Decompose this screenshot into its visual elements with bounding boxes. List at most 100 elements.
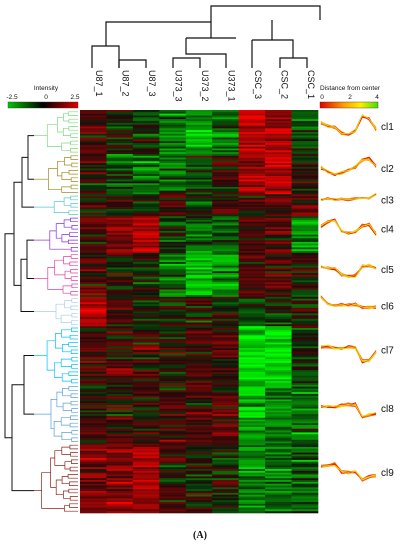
heatmap-cell bbox=[159, 421, 187, 424]
heatmap-cell bbox=[185, 269, 213, 272]
heatmap-cell bbox=[132, 252, 160, 256]
heatmap-cell bbox=[159, 124, 187, 127]
heatmap-cell bbox=[265, 262, 292, 265]
heatmap-cell bbox=[159, 196, 187, 199]
heatmap-cell bbox=[291, 342, 319, 345]
heatmap-cell bbox=[185, 159, 213, 162]
heatmap-cell bbox=[80, 256, 107, 259]
heatmap-cell bbox=[185, 170, 213, 173]
heatmap-cell bbox=[159, 172, 187, 175]
heatmap-cell bbox=[159, 331, 187, 334]
heatmap-cell bbox=[238, 227, 266, 230]
heatmap-cell bbox=[238, 133, 266, 136]
heatmap-cell bbox=[185, 511, 213, 514]
heatmap-cell bbox=[80, 452, 107, 455]
heatmap-cell bbox=[238, 381, 266, 384]
heatmap-cell bbox=[106, 218, 134, 221]
heatmap-cell bbox=[106, 192, 134, 195]
heatmap-cell bbox=[212, 377, 239, 380]
heatmap-cell bbox=[185, 447, 213, 450]
heatmap-cell bbox=[185, 306, 213, 309]
heatmap-cell bbox=[265, 390, 292, 393]
heatmap-cell bbox=[106, 155, 134, 158]
heatmap-cell bbox=[291, 404, 319, 408]
heatmap-cell bbox=[265, 219, 292, 223]
heatmap-cell bbox=[291, 505, 319, 508]
heatmap-cell bbox=[80, 384, 107, 387]
heatmap-cell bbox=[291, 359, 319, 362]
heatmap-cell bbox=[291, 164, 319, 168]
heatmap-cell bbox=[132, 505, 160, 508]
heatmap-cell bbox=[265, 185, 292, 188]
heatmap-cell bbox=[212, 199, 239, 202]
heatmap-cell bbox=[265, 498, 292, 501]
heatmap-cell bbox=[106, 393, 134, 397]
heatmap-cell bbox=[185, 291, 213, 294]
heatmap-cell bbox=[80, 320, 107, 323]
heatmap-cell bbox=[212, 392, 239, 395]
heatmap-cell bbox=[159, 205, 187, 208]
heatmap-cell bbox=[106, 230, 134, 234]
heatmap-cell bbox=[106, 502, 134, 505]
heatmap-cell bbox=[80, 447, 107, 450]
heatmap-cell bbox=[159, 194, 187, 197]
heatmap-cell bbox=[238, 300, 266, 303]
heatmap-cell bbox=[159, 423, 187, 426]
heatmap-cell bbox=[132, 437, 160, 441]
heatmap-cell bbox=[291, 408, 319, 411]
heatmap-cell bbox=[106, 258, 134, 261]
heatmap-cell bbox=[185, 318, 213, 321]
heatmap-cell bbox=[159, 355, 187, 358]
heatmap-cell bbox=[291, 498, 319, 501]
heatmap-cell bbox=[80, 152, 107, 155]
heatmap-cell bbox=[238, 210, 266, 213]
heatmap-cell bbox=[265, 379, 292, 382]
heatmap-cell bbox=[291, 111, 319, 114]
heatmap-cell bbox=[265, 463, 292, 466]
heatmap-cell bbox=[212, 329, 239, 332]
heatmap-cell bbox=[80, 230, 107, 234]
heatmap-cell bbox=[291, 419, 319, 422]
heatmap-cell bbox=[159, 282, 187, 285]
heatmap-cell bbox=[238, 395, 266, 398]
heatmap-cell bbox=[291, 296, 319, 299]
heatmap-cell bbox=[132, 159, 160, 162]
heatmap-cell bbox=[80, 327, 107, 331]
heatmap-cell bbox=[159, 157, 187, 160]
heatmap-cell bbox=[291, 324, 319, 327]
heatmap-cell bbox=[265, 480, 292, 483]
heatmap-cell bbox=[212, 406, 239, 409]
heatmap-cell bbox=[291, 450, 319, 453]
heatmap-cell bbox=[80, 511, 107, 514]
heatmap-cell bbox=[238, 243, 266, 246]
heatmap-cell bbox=[185, 485, 213, 488]
heatmap-cell bbox=[291, 203, 319, 206]
heatmap-cell bbox=[106, 142, 134, 146]
heatmap-cell bbox=[238, 251, 266, 254]
heatmap-cell bbox=[132, 337, 160, 340]
heatmap-cell bbox=[106, 478, 134, 481]
heatmap-cell bbox=[212, 230, 239, 234]
heatmap-cell bbox=[159, 300, 187, 303]
heatmap-cell bbox=[132, 487, 160, 490]
heatmap-cell bbox=[80, 295, 107, 298]
heatmap-cell bbox=[106, 174, 134, 177]
heatmap-cell bbox=[212, 439, 239, 442]
heatmap-cell bbox=[265, 425, 292, 428]
heatmap-cell bbox=[185, 342, 213, 345]
heatmap-cell bbox=[291, 437, 319, 441]
heatmap-cell bbox=[291, 216, 319, 219]
heatmap-cell bbox=[185, 348, 213, 351]
heatmap-cell bbox=[159, 463, 187, 466]
heatmap-cell bbox=[106, 280, 134, 283]
heatmap-cell bbox=[80, 267, 107, 270]
heatmap-cell bbox=[80, 337, 107, 340]
heatmap-cell bbox=[185, 505, 213, 508]
heatmap-cell bbox=[132, 333, 160, 336]
heatmap-cell bbox=[132, 368, 160, 371]
heatmap-cell bbox=[106, 298, 134, 301]
heatmap-cell bbox=[106, 487, 134, 490]
heatmap-cell bbox=[185, 111, 213, 114]
heatmap-cell bbox=[132, 221, 160, 224]
heatmap-cell bbox=[185, 315, 213, 318]
